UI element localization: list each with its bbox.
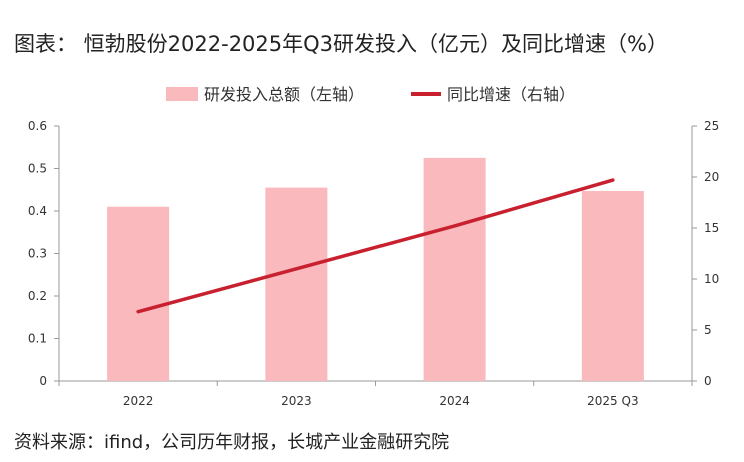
bar-2025-q3 (581, 191, 644, 381)
right-axis: 0 5 10 15 20 25 (691, 119, 719, 388)
left-tick-label: 0.5 (28, 162, 47, 176)
x-tick-label: 2022 (123, 394, 154, 408)
left-axis: 0 0.1 0.2 0.3 0.4 0.5 0.6 (28, 119, 60, 388)
bar-2022 (107, 206, 170, 381)
page-title: 图表： 恒勃股份2022-2025年Q3研发投入（亿元）及同比增速（%） (14, 32, 668, 56)
bar-2024 (423, 157, 486, 381)
left-tick-label: 0.2 (28, 289, 47, 303)
right-tick-label: 0 (704, 374, 712, 388)
legend: 研发投入总额（左轴） 同比增速（右轴） (166, 85, 575, 104)
left-tick-label: 0.4 (28, 204, 47, 218)
bar-2023 (265, 187, 328, 381)
left-tick-label: 0.6 (28, 119, 47, 133)
growth-line (136, 178, 615, 314)
x-tick-label: 2025 Q3 (587, 394, 638, 408)
left-tick-label: 0 (39, 374, 47, 388)
right-tick-label: 25 (704, 119, 719, 133)
right-tick-label: 5 (704, 323, 712, 337)
x-tick-label: 2024 (439, 394, 470, 408)
x-tick-label: 2023 (281, 394, 312, 408)
line-series (136, 178, 615, 314)
left-tick-label: 0.1 (28, 332, 47, 346)
right-tick-label: 10 (704, 272, 719, 286)
bar-series (107, 157, 644, 381)
source-note: 资料来源：ifind，公司历年财报，长城产业金融研究院 (14, 432, 450, 453)
left-tick-label: 0.3 (28, 247, 47, 261)
legend-line-label: 同比增速（右轴） (447, 85, 575, 104)
x-axis: 2022 2023 2024 2025 Q3 (58, 380, 693, 408)
legend-bar-swatch (166, 87, 198, 101)
right-tick-label: 15 (704, 221, 719, 235)
legend-bar-label: 研发投入总额（左轴） (204, 85, 364, 104)
right-tick-label: 20 (704, 170, 719, 184)
